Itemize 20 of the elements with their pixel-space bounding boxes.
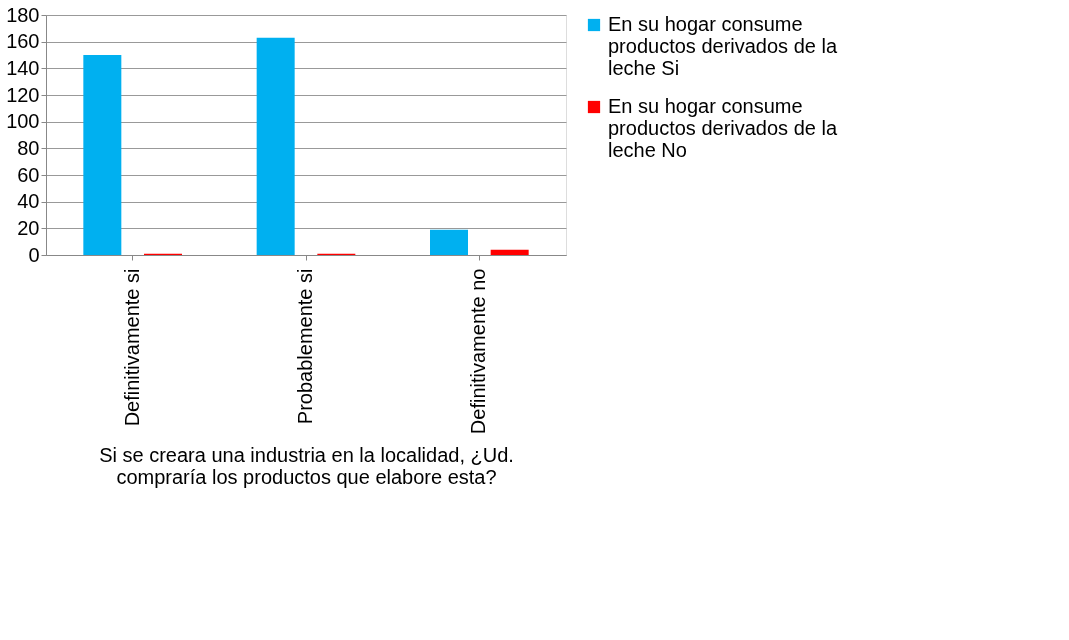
y-tick-label: 120 (6, 83, 40, 106)
bar (256, 37, 295, 255)
y-tick-label: 160 (6, 30, 40, 53)
y-tick-label: 20 (17, 216, 40, 239)
y-tick-label: 180 (6, 3, 40, 26)
y-tick-label: 140 (6, 56, 40, 79)
x-axis-title: Si se creara una industria en la localidad, ¿Ud. compraría los productos que elabore esta? (99, 444, 514, 489)
y-tick-label: 80 (17, 136, 40, 159)
bar (430, 229, 468, 255)
legend-label: En su hogar consume productos derivados de la leche Si (608, 13, 838, 79)
x-tick-label: Probablemente si (294, 268, 316, 425)
y-tick-label: 100 (6, 110, 40, 133)
legend-label: En su hogar consume productos derivados de la leche No (608, 95, 838, 161)
x-tick-label: Definitivamente si (120, 268, 143, 427)
x-tick-label: Definitivamente no (467, 268, 490, 435)
y-tick-label: 0 (28, 243, 40, 266)
y-tick-label: 40 (17, 190, 40, 213)
bar (490, 249, 529, 255)
y-tick-label: 60 (17, 163, 40, 186)
bar (83, 55, 122, 255)
